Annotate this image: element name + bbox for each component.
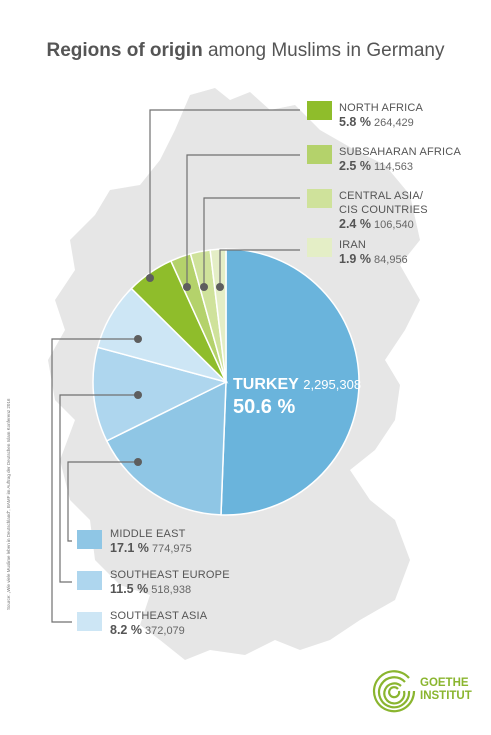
- connector-lines: [51, 109, 300, 623]
- legend-middle-east: MIDDLE EAST 17.1 % 774,975: [77, 527, 192, 556]
- turkey-name: TURKEY: [233, 376, 299, 393]
- legend-percent: 1.9 %: [339, 252, 371, 266]
- legend-name: NORTH AFRICA: [339, 102, 424, 114]
- turkey-count: 2,295,308: [303, 377, 362, 392]
- connector-southeast-europe-dot: [134, 391, 142, 399]
- pie-slice-middle-east: [105, 380, 227, 516]
- legend-count: 84,956: [374, 254, 408, 266]
- legend-north-africa: NORTH AFRICA 5.8 % 264,429: [307, 101, 423, 130]
- legend-percent: 2.4 %: [339, 217, 371, 231]
- pie-slice-iran: [209, 248, 227, 383]
- connector-middle-east-dot: [134, 458, 142, 466]
- title-bold: Regions of origin: [46, 40, 203, 61]
- connector-central-asia-dot: [200, 283, 208, 291]
- legend-count: 774,975: [151, 543, 192, 555]
- connector-subsaharan-africa: [186, 154, 300, 287]
- connector-subsaharan-africa-dot: [183, 283, 191, 291]
- logo-text: GOETHE INSTITUT: [420, 677, 472, 703]
- legend-name: MIDDLE EAST: [110, 528, 186, 540]
- legend-percent: 11.5 %: [110, 582, 149, 596]
- legend-swatch: [307, 189, 332, 208]
- connector-southeast-europe: [59, 394, 138, 583]
- legend-name: SOUTHEAST EUROPE: [110, 569, 230, 581]
- legend-subsaharan-africa: SUBSAHARAN AFRICA 2.5 % 114,563: [307, 145, 461, 174]
- legend-swatch: [307, 101, 332, 120]
- legend-count: 264,429: [374, 117, 414, 129]
- legend-percent: 17.1 %: [110, 541, 149, 555]
- logo-line1: GOETHE: [420, 677, 469, 689]
- connector-north-africa-dot: [146, 274, 154, 282]
- legend-swatch: [307, 238, 332, 257]
- connector-middle-east: [67, 461, 138, 542]
- title-rest: among Muslims in Germany: [202, 40, 445, 61]
- connector-iran: [219, 249, 300, 287]
- legend-southeast-europe: SOUTHEAST EUROPE 11.5 % 518,938: [77, 568, 230, 597]
- connector-north-africa: [149, 109, 300, 278]
- legend-swatch: [77, 571, 102, 590]
- legend-percent: 5.8 %: [339, 115, 371, 129]
- legend-central-asia: CENTRAL ASIA/ CIS COUNTRIES 2.4 % 106,54…: [307, 189, 428, 232]
- turkey-percent: 50.6 %: [233, 396, 296, 418]
- legend-count: 106,540: [374, 219, 414, 231]
- legend-name-line2: CIS COUNTRIES: [339, 204, 428, 216]
- goethe-logo-icon: [372, 670, 416, 713]
- turkey-label: TURKEY 2,295,308 50.6 %: [233, 376, 361, 419]
- legend-iran: IRAN 1.9 % 84,956: [307, 238, 408, 267]
- legend-count: 372,079: [145, 625, 185, 637]
- logo-line2: INSTITUT: [420, 690, 472, 702]
- legend-count: 114,563: [374, 161, 413, 173]
- legend-name: SUBSAHARAN AFRICA: [339, 146, 461, 158]
- pie-slice-turkey: [220, 248, 360, 516]
- connector-iran-dot: [216, 283, 224, 291]
- pie-chart: [92, 248, 360, 516]
- legend-percent: 2.5 %: [339, 159, 371, 173]
- legend-name: SOUTHEAST ASIA: [110, 610, 208, 622]
- legend-percent: 8.2 %: [110, 623, 142, 637]
- legend-swatch: [77, 612, 102, 631]
- connector-southeast-asia-dot: [134, 335, 142, 343]
- legend-count: 518,938: [151, 584, 192, 596]
- source-note: Source: „Wie viele Muslime leben in Deut…: [6, 398, 11, 610]
- connector-central-asia: [203, 197, 300, 287]
- legend-swatch: [77, 530, 102, 549]
- legend-swatch: [307, 145, 332, 164]
- legend-name: CENTRAL ASIA/: [339, 190, 424, 202]
- legend-southeast-asia: SOUTHEAST ASIA 8.2 % 372,079: [77, 609, 207, 638]
- legend-name: IRAN: [339, 239, 367, 251]
- chart-title: Regions of origin among Muslims in Germa…: [0, 40, 491, 62]
- connector-southeast-asia: [51, 338, 138, 623]
